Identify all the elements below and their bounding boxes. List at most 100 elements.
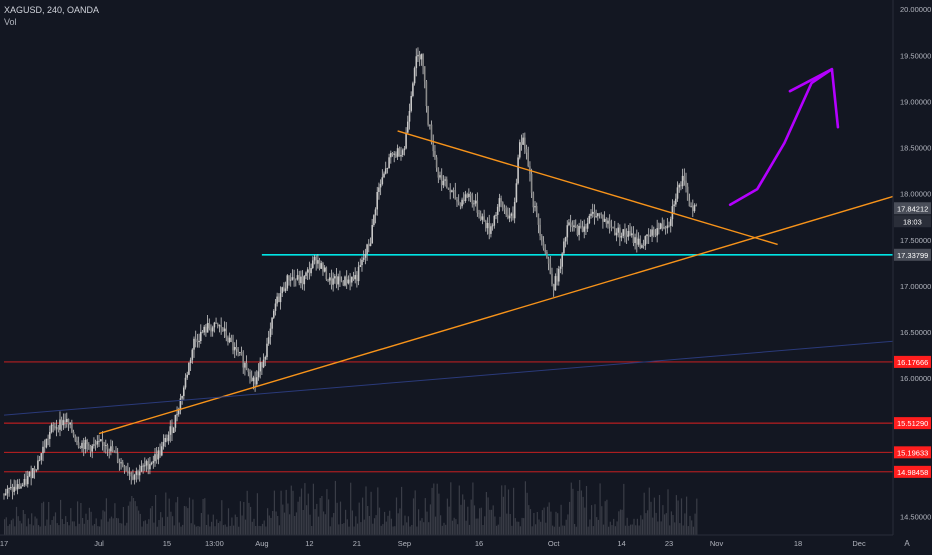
volume-bar <box>263 520 265 535</box>
candle-body <box>347 279 350 284</box>
volume-bar <box>667 489 669 535</box>
countdown-label: 18:03 <box>903 217 922 226</box>
candle-body <box>405 132 407 149</box>
volume-bar <box>660 521 662 535</box>
countdown-bg <box>894 215 931 228</box>
volume-bar <box>295 512 297 535</box>
volume-bar <box>552 525 554 535</box>
volume-bar <box>463 499 465 535</box>
candle-body <box>615 232 618 236</box>
volume-bar <box>540 521 542 535</box>
volume-bar <box>548 502 550 535</box>
candle-body <box>218 325 221 327</box>
volume-bar <box>168 498 170 535</box>
volume-bar <box>485 492 487 535</box>
volume-bar <box>236 517 238 535</box>
candle-body <box>291 277 294 280</box>
candle-body <box>266 343 268 358</box>
candle-body <box>563 241 565 254</box>
volume-bar <box>647 510 649 535</box>
candle-body <box>661 223 664 228</box>
candle-body <box>412 83 414 96</box>
volume-bar <box>233 525 235 535</box>
volume-bar <box>107 521 109 535</box>
volume-bar <box>219 521 221 535</box>
volume-bar <box>287 503 289 535</box>
volume-bar <box>579 480 581 535</box>
candle-body <box>639 238 641 248</box>
candle-body <box>415 56 418 69</box>
candle-body <box>174 414 177 428</box>
volume-bar <box>399 508 401 535</box>
candle-body <box>627 231 630 237</box>
candle-body <box>630 233 633 236</box>
candle-body <box>239 352 241 353</box>
candle-body <box>446 179 448 188</box>
volume-bar <box>689 515 691 535</box>
candle-body <box>463 199 465 201</box>
candle-body <box>496 206 499 215</box>
candle-body <box>16 484 19 490</box>
candle-body <box>32 468 34 479</box>
symbol-title[interactable]: XAGUSD, 240, OANDA <box>4 5 100 15</box>
candle-body <box>166 438 168 441</box>
volume-bar <box>524 481 526 535</box>
volume-indicator-label[interactable]: Vol <box>4 17 17 27</box>
candle-body <box>222 327 224 332</box>
volume-bar <box>278 525 280 535</box>
candle-body <box>256 377 258 385</box>
candle-body <box>135 471 138 475</box>
volume-bar <box>514 518 516 535</box>
candle-body <box>94 444 97 446</box>
volume-bar <box>424 498 426 535</box>
volume-bar <box>574 524 576 535</box>
candle-body <box>457 201 460 203</box>
level-price-label-bg <box>894 248 931 261</box>
candle-body <box>203 326 205 333</box>
candle-body <box>692 206 694 212</box>
candle-body <box>384 168 387 174</box>
candle-body <box>561 253 563 267</box>
candle-body <box>320 263 323 269</box>
volume-bar <box>624 525 627 535</box>
volume-bar <box>285 489 287 535</box>
candle-body <box>125 470 127 472</box>
volume-bar <box>385 521 387 535</box>
candle-body <box>685 180 687 187</box>
candle-body <box>79 447 82 449</box>
candle-body <box>386 168 389 169</box>
volume-bar <box>378 507 381 535</box>
volume-bar <box>321 496 323 535</box>
volume-bar <box>652 517 654 535</box>
volume-bar <box>373 518 376 535</box>
volume-bar <box>66 522 68 535</box>
candle-body <box>315 256 317 264</box>
candle-body <box>240 352 243 355</box>
candle-body <box>235 347 238 349</box>
volume-bar <box>441 525 443 535</box>
candle-body <box>388 157 390 169</box>
volume-bar <box>22 510 24 535</box>
volume-bar <box>95 518 97 535</box>
volume-bar <box>434 516 437 535</box>
candle-body <box>471 195 474 204</box>
level-price-label: 14.98458 <box>897 468 928 477</box>
candle-body <box>381 177 384 184</box>
candle-body <box>376 192 378 210</box>
candle-body <box>237 348 239 353</box>
candle-body <box>666 225 669 229</box>
volume-bar <box>260 526 262 535</box>
volume-bar <box>406 522 408 535</box>
volume-bar <box>536 512 538 535</box>
price-tick-label: 16.50000 <box>900 328 931 337</box>
candle-body <box>152 461 155 463</box>
volume-bar <box>572 488 574 535</box>
candle-body <box>169 426 172 435</box>
volume-bar <box>616 521 618 535</box>
volume-bar <box>423 522 425 535</box>
volume-bar <box>608 526 610 535</box>
candle-body <box>225 328 227 338</box>
volume-bar <box>231 517 233 535</box>
candle-body <box>597 213 599 217</box>
